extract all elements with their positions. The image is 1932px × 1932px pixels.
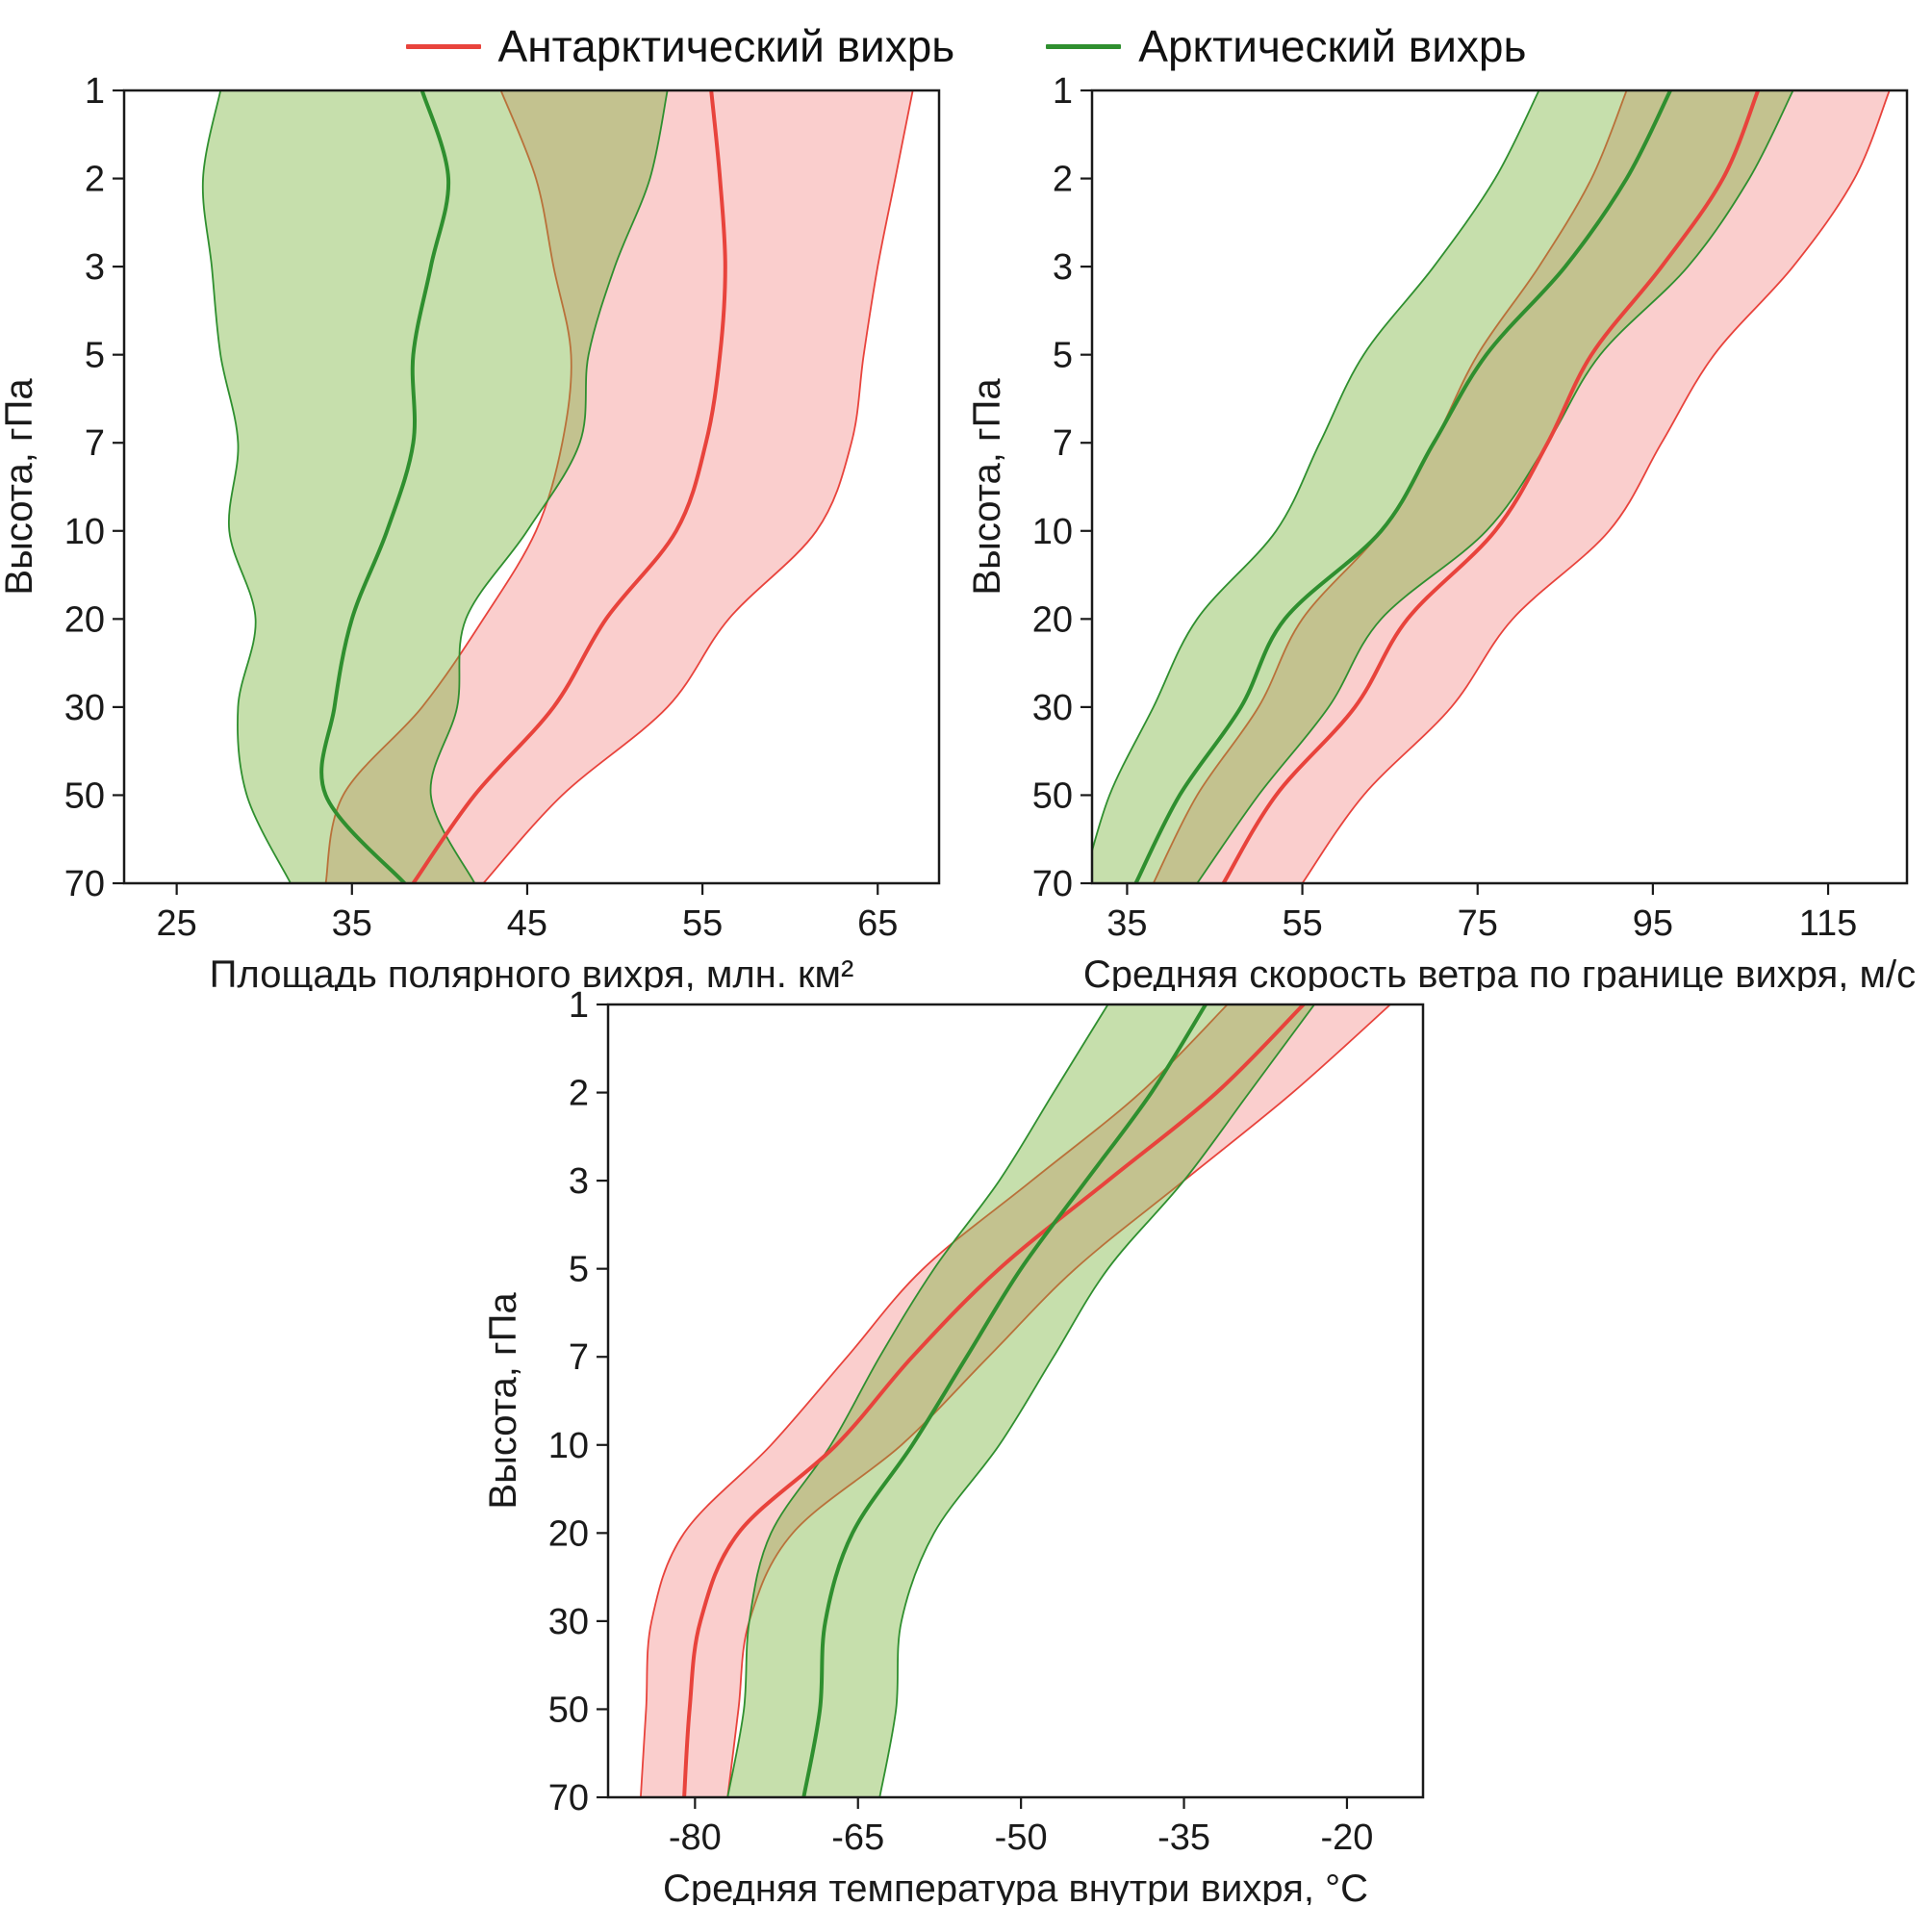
- y-axis-label: Высота, гПа: [1, 378, 40, 596]
- y-tick-label: 20: [64, 599, 105, 640]
- arctic-mean-line: [319, 90, 451, 883]
- x-tick-label: 65: [857, 903, 898, 944]
- plot-frame: [1090, 89, 1909, 885]
- y-tick-label: 70: [64, 864, 105, 904]
- y-tick-label: 1: [85, 77, 105, 112]
- x-axis-label: Средняя скорость ветра по границе вихря,…: [1083, 953, 1916, 991]
- x-axis-label: Площадь полярного вихря, млн. км²: [210, 953, 854, 991]
- x-tick-label: 115: [1799, 903, 1858, 944]
- antarctic-confidence-band: [324, 90, 914, 883]
- plot-frame: [606, 1003, 1425, 1799]
- x-tick-label: 35: [1106, 903, 1147, 944]
- x-tick-label: -65: [831, 1818, 884, 1858]
- y-tick-label: 30: [1032, 688, 1073, 728]
- y-tick-label: 7: [1053, 423, 1073, 464]
- antarctic-mean-line: [1221, 90, 1761, 883]
- x-tick-label: 75: [1458, 903, 1498, 944]
- y-tick-label: 20: [1032, 599, 1073, 640]
- top-row: 1 2 3 5 7 10 20 30 50 70 25 35 45 55 65 Площадь полярно…: [0, 77, 1932, 991]
- y-tick-label: 70: [1032, 864, 1073, 904]
- legend-item-arctic: Арктический вихрь: [1046, 24, 1526, 68]
- arctic-line-swatch: [1046, 43, 1122, 49]
- arctic-mean-line: [801, 1004, 1208, 1797]
- y-tick-label: 10: [548, 1426, 589, 1466]
- x-tick-label: 25: [157, 903, 197, 944]
- x-tick-label: 95: [1633, 903, 1673, 944]
- y-tick-label: 2: [1053, 160, 1073, 200]
- y-tick-label: 30: [64, 688, 105, 728]
- x-tick-label: -35: [1157, 1818, 1210, 1858]
- y-tick-label: 3: [85, 247, 105, 288]
- x-tick-label: -80: [669, 1818, 722, 1858]
- y-tick-label: 30: [548, 1602, 589, 1642]
- x-axis-label: Средняя температура внутри вихря, °C: [663, 1868, 1368, 1905]
- arctic-confidence-band: [1092, 90, 1794, 883]
- y-tick-label: 20: [548, 1513, 589, 1554]
- y-tick-label: 1: [1053, 77, 1073, 112]
- y-axis-label: Высота, гПа: [969, 378, 1008, 596]
- x-tick-label: 55: [682, 903, 723, 944]
- y-tick-label: 2: [85, 160, 105, 200]
- y-tick-label: 2: [569, 1074, 589, 1114]
- y-tick-label: 10: [64, 512, 105, 552]
- bottom-row: 1 2 3 5 7 10 20 30 50 70 -80 -65 -50 -35 -20 Средняя те…: [0, 991, 1932, 1905]
- x-tick-label: -50: [995, 1818, 1048, 1858]
- y-tick-label: 7: [85, 423, 105, 464]
- plot-frame: [122, 89, 941, 885]
- y-tick-label: 5: [1053, 336, 1073, 376]
- y-tick-label: 3: [569, 1161, 589, 1202]
- y-tick-label: 50: [1032, 775, 1073, 816]
- antarctic-mean-line: [411, 90, 727, 883]
- x-tick-label: 55: [1282, 903, 1322, 944]
- y-axis-label: Высота, гПа: [485, 1292, 524, 1510]
- y-tick-label: 50: [548, 1690, 589, 1730]
- antarctic-mean-line: [682, 1004, 1306, 1797]
- y-tick-label: 70: [548, 1778, 589, 1818]
- y-tick-label: 5: [85, 336, 105, 376]
- y-tick-label: 3: [1053, 247, 1073, 288]
- legend: Антарктический вихрь Арктический вихрь: [405, 15, 1526, 77]
- y-tick-label: 50: [64, 775, 105, 816]
- x-tick-label: -20: [1320, 1818, 1373, 1858]
- x-tick-label: 45: [507, 903, 547, 944]
- temperature-chart: 1 2 3 5 7 10 20 30 50 70 -80 -65 -50 -35 -20 Средняя те…: [485, 991, 1425, 1905]
- y-tick-label: 7: [569, 1337, 589, 1378]
- arctic-confidence-band: [201, 90, 669, 883]
- y-tick-label: 10: [1032, 512, 1073, 552]
- antarctic-line-swatch: [405, 43, 481, 49]
- legend-item-antarctic: Антарктический вихрь: [405, 21, 955, 71]
- legend-label-antarctic: Антарктический вихрь: [497, 21, 955, 71]
- y-tick-label: 1: [569, 991, 589, 1026]
- x-tick-label: 35: [332, 903, 372, 944]
- y-tick-label: 5: [569, 1250, 589, 1290]
- arctic-mean-line: [1133, 90, 1673, 883]
- legend-label-arctic: Арктический вихрь: [1138, 21, 1527, 71]
